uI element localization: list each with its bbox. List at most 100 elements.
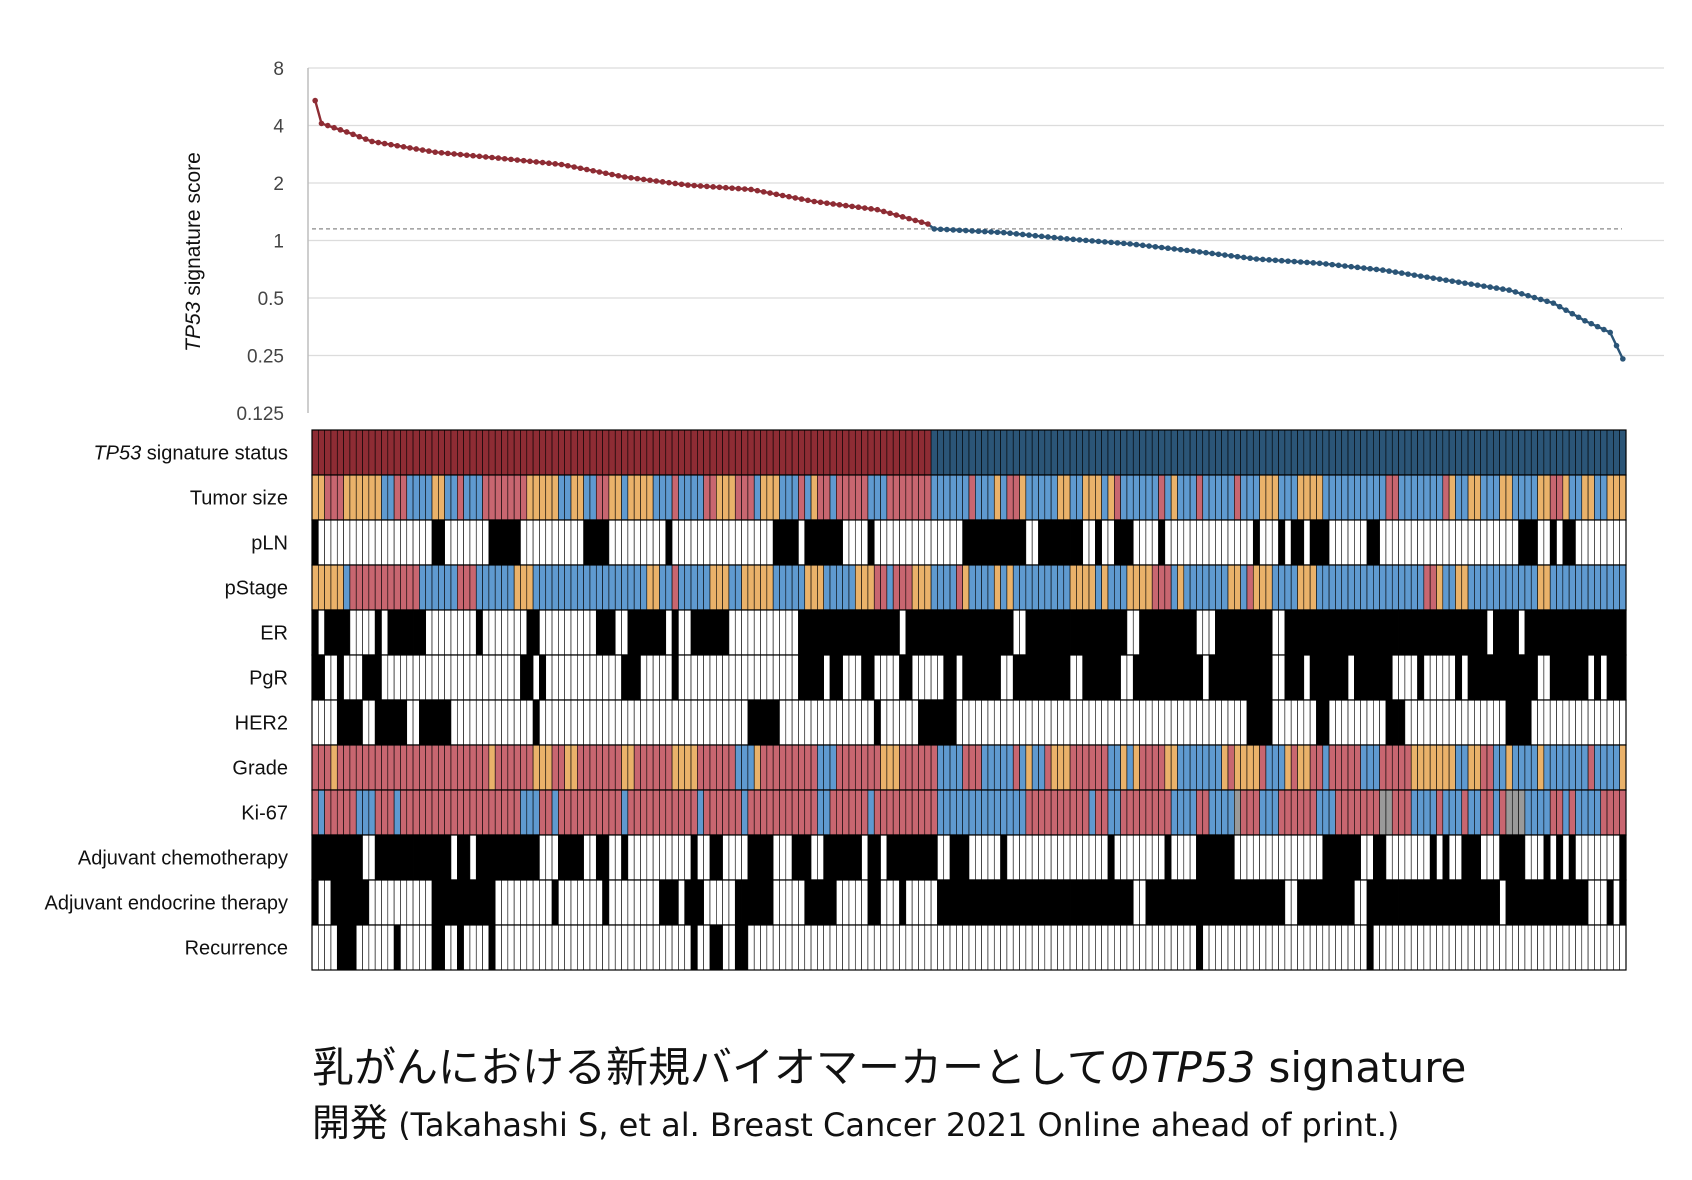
track-cell	[1461, 879, 1469, 926]
track-cell	[918, 654, 926, 701]
data-point	[1361, 265, 1367, 271]
data-point	[1537, 296, 1544, 303]
track-label: ER	[260, 623, 288, 645]
track-cell	[1366, 564, 1374, 611]
track-cell	[880, 474, 888, 521]
track-cell	[867, 834, 875, 881]
track-cell	[463, 519, 471, 566]
track-cell	[1373, 609, 1380, 656]
track-cell	[911, 699, 919, 746]
track-cell	[987, 474, 995, 521]
track-cell	[1360, 834, 1368, 881]
track-cell	[703, 609, 711, 656]
track-cell	[1556, 744, 1564, 791]
track-cell	[1031, 789, 1039, 836]
track-cell	[1025, 834, 1033, 881]
track-cell	[482, 429, 490, 476]
track-cell	[1499, 474, 1507, 521]
track-cell	[475, 879, 483, 926]
track-cell	[1240, 654, 1248, 701]
track-cell	[520, 474, 528, 521]
track-cell	[646, 519, 654, 566]
track-cell	[1455, 789, 1463, 836]
track-cell	[1240, 519, 1248, 566]
track-cell	[1366, 879, 1374, 926]
track-cell	[374, 654, 382, 701]
data-point	[369, 138, 375, 145]
track-cell	[697, 474, 704, 521]
track-cell	[1139, 924, 1147, 971]
track-cell	[1139, 474, 1147, 521]
track-cell	[1568, 789, 1576, 836]
track-cell	[583, 564, 591, 611]
track-cell	[690, 924, 698, 971]
track-cell	[1063, 789, 1071, 836]
track-cell	[1088, 699, 1096, 746]
track-cell	[1019, 789, 1027, 836]
track-cell	[1120, 474, 1128, 521]
track-cell	[918, 609, 926, 656]
track-cell	[1101, 879, 1109, 926]
track-cell	[355, 879, 363, 926]
series-line-low	[927, 223, 1624, 360]
track-cell	[1177, 564, 1185, 611]
data-point	[640, 176, 647, 183]
track-cell	[526, 834, 534, 881]
track-cell	[1575, 879, 1583, 926]
track-cell	[785, 924, 793, 971]
track-cell	[918, 699, 926, 746]
track-cell	[1031, 834, 1039, 881]
track-cell	[1493, 699, 1500, 746]
track-cell	[766, 699, 774, 746]
track-cell	[475, 519, 483, 566]
track-cell	[583, 474, 591, 521]
track-cell	[1594, 609, 1602, 656]
track-cell	[1126, 609, 1134, 656]
track-cell	[475, 654, 483, 701]
track-cell	[318, 789, 325, 836]
data-point	[1259, 256, 1266, 263]
track-cell	[678, 789, 686, 836]
track-cell	[1076, 564, 1084, 611]
track-cell	[861, 924, 869, 971]
track-cell	[1095, 924, 1102, 971]
track-cell	[684, 474, 692, 521]
track-cell	[842, 519, 850, 566]
track-cell	[1385, 789, 1393, 836]
track-cell	[1619, 699, 1627, 746]
track-cell	[444, 519, 452, 566]
track-cell	[1442, 564, 1450, 611]
track-cell	[1335, 609, 1343, 656]
track-cell	[791, 924, 799, 971]
track-cell	[905, 834, 913, 881]
track-cell	[1113, 744, 1121, 791]
track-cell	[1429, 789, 1437, 836]
track-cell	[747, 744, 755, 791]
track-cell	[1240, 564, 1248, 611]
track-cell	[1271, 924, 1279, 971]
track-cell	[905, 429, 913, 476]
track-cell	[1076, 609, 1084, 656]
track-cell	[1132, 744, 1140, 791]
track-cell	[665, 429, 673, 476]
track-cell	[444, 654, 452, 701]
track-cell	[1069, 564, 1077, 611]
data-point	[963, 227, 969, 234]
track-cell	[1309, 429, 1317, 476]
data-point	[1108, 239, 1114, 246]
track-cell	[842, 879, 850, 926]
track-cell	[1436, 564, 1444, 611]
track-cell	[716, 789, 723, 836]
track-cell	[583, 519, 591, 566]
track-cell	[1474, 699, 1482, 746]
track-cell	[513, 834, 521, 881]
track-cell	[1145, 699, 1153, 746]
track-cell	[1158, 474, 1166, 521]
track-cell	[747, 924, 755, 971]
data-point	[470, 152, 476, 159]
track-cell	[1391, 519, 1399, 566]
track-cell	[760, 654, 768, 701]
track-cell	[810, 609, 818, 656]
data-point	[1525, 292, 1531, 299]
